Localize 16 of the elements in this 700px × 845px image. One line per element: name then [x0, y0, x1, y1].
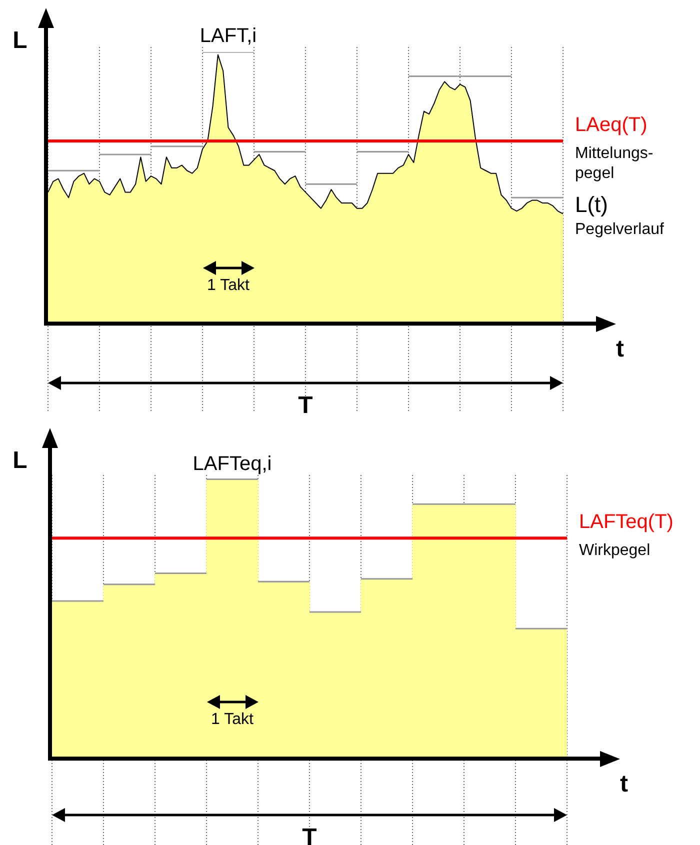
- ref-line-label: LAFTeq(T): [579, 511, 674, 534]
- text: Pegelverlauf: [575, 220, 664, 238]
- ref-line-label: LAeq(T): [575, 114, 648, 136]
- x-axis-title: t: [620, 770, 628, 798]
- x-axis-title: t: [616, 336, 624, 363]
- annotation: 1 Takt: [207, 277, 250, 294]
- text: Wirkpegel: [579, 542, 650, 560]
- y-axis-title: L: [12, 447, 28, 474]
- annotation: 1 Takt: [211, 711, 254, 728]
- y-axis-title: L: [12, 27, 28, 54]
- text: Mittelungs-pegel: [575, 144, 654, 182]
- series-label: L(t): [575, 192, 608, 217]
- text: T: [302, 824, 318, 845]
- series-label: LAFTeq,i: [192, 453, 272, 475]
- text: T: [298, 392, 314, 419]
- series-label: LAFT,i: [200, 25, 257, 47]
